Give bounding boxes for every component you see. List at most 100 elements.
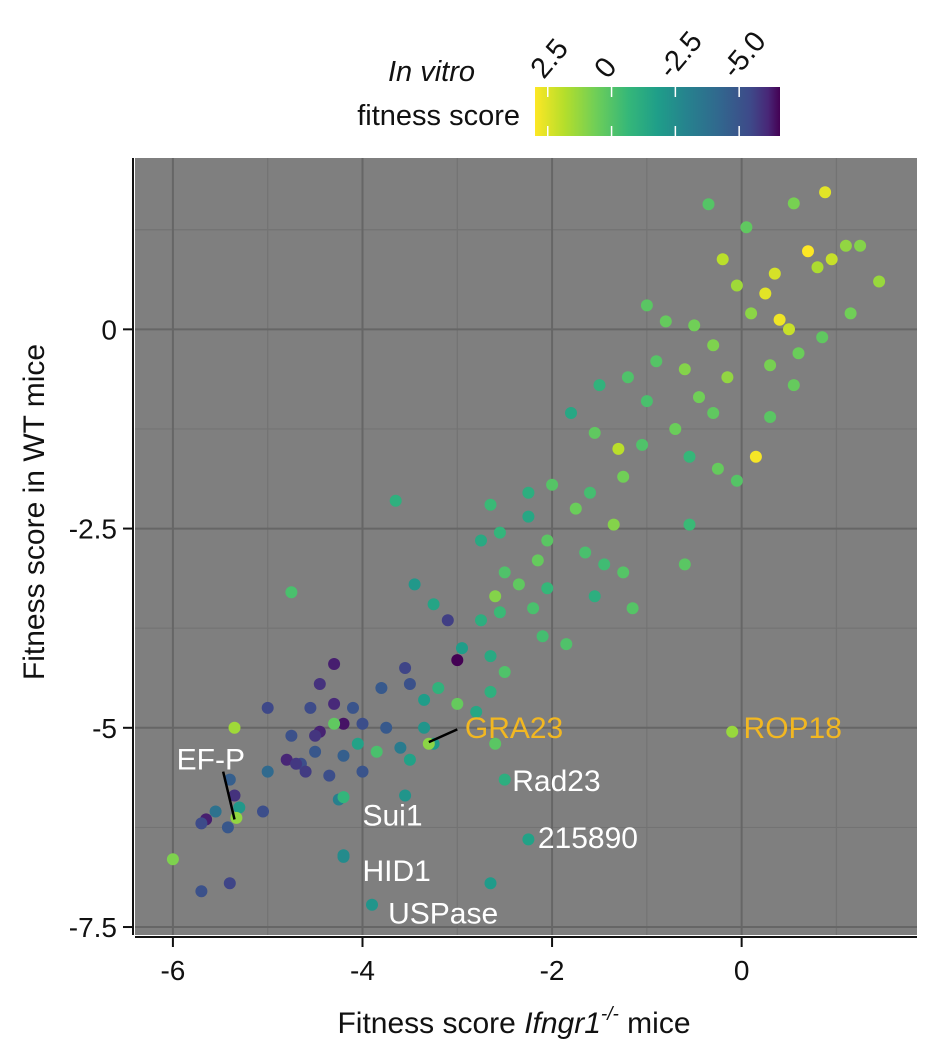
- annotation-label: USPase: [388, 897, 498, 930]
- data-point: [489, 737, 502, 750]
- y-tick-label: -2.5: [69, 514, 117, 545]
- data-point: [730, 279, 743, 292]
- data-point: [493, 526, 506, 539]
- data-point: [337, 791, 350, 804]
- data-point: [650, 355, 663, 368]
- data-point: [819, 186, 832, 199]
- data-point: [304, 701, 317, 714]
- data-point: [451, 654, 464, 667]
- colorbar-gradient: [535, 87, 780, 136]
- x-axis-title-superscript: -/-: [601, 1004, 619, 1025]
- data-point: [560, 638, 573, 651]
- data-point: [328, 697, 341, 710]
- data-point: [313, 678, 326, 690]
- colorbar-tick-label: -5.0: [716, 26, 773, 85]
- data-point: [730, 474, 743, 487]
- data-point: [456, 642, 468, 655]
- annotation-label: Rad23: [512, 765, 600, 798]
- x-tick-label: -4: [350, 955, 375, 986]
- data-point: [584, 486, 596, 499]
- data-point: [626, 602, 639, 615]
- data-point: [408, 578, 421, 591]
- data-point: [721, 371, 734, 384]
- data-point: [588, 590, 601, 603]
- plot-panel: [135, 158, 917, 935]
- data-point: [711, 462, 724, 475]
- data-point: [399, 662, 412, 674]
- data-point: [749, 450, 762, 463]
- data-point: [546, 478, 559, 491]
- data-point: [726, 725, 739, 738]
- annotation-label: EF-P: [177, 744, 245, 777]
- data-point: [522, 833, 535, 846]
- x-axis-title-gene: Ifngr1: [524, 1007, 601, 1040]
- data-point: [290, 757, 303, 770]
- data-point: [337, 850, 350, 863]
- data-point: [745, 307, 758, 320]
- data-point: [484, 877, 497, 890]
- data-point: [351, 737, 364, 750]
- data-point: [707, 339, 720, 352]
- data-point: [844, 307, 857, 320]
- x-axis-title-prefix: Fitness score: [337, 1007, 524, 1040]
- grid-major: [135, 158, 917, 935]
- annotation-label: Sui1: [362, 799, 422, 832]
- y-tick-label: 0: [101, 314, 117, 345]
- data-point: [787, 379, 800, 392]
- data-point: [498, 773, 511, 786]
- data-point: [688, 319, 701, 332]
- data-point: [541, 582, 554, 595]
- data-point: [839, 239, 852, 252]
- y-tick-label: -7.5: [69, 912, 117, 943]
- annotation-label: GRA23: [465, 712, 563, 745]
- data-point: [811, 261, 824, 274]
- colorbar-title-line1: In vitro: [388, 56, 475, 88]
- data-point: [773, 313, 786, 326]
- data-point: [309, 745, 322, 758]
- data-point: [366, 898, 378, 911]
- data-point: [299, 765, 312, 778]
- data-point: [759, 287, 772, 300]
- data-point: [441, 614, 454, 627]
- data-point: [598, 558, 611, 571]
- data-point: [764, 359, 777, 372]
- data-point: [280, 753, 293, 766]
- data-point: [522, 486, 535, 499]
- data-point: [825, 253, 838, 266]
- grid-minor: [135, 158, 917, 935]
- data-point: [484, 498, 497, 511]
- data-point: [394, 741, 407, 754]
- data-point: [636, 438, 649, 451]
- data-point: [356, 717, 369, 730]
- data-point: [678, 558, 691, 571]
- data-point: [470, 705, 483, 718]
- data-point: [475, 534, 487, 547]
- data-point: [427, 598, 440, 611]
- data-point: [418, 693, 431, 706]
- data-point: [617, 566, 630, 579]
- data-point: [228, 721, 241, 734]
- annotation-label: 215890: [538, 822, 638, 855]
- data-point: [195, 885, 208, 898]
- data-point: [403, 678, 416, 690]
- data-point: [693, 391, 705, 404]
- annotations-layer: GRA23 ROP18 EF-P Rad23 Sui1 215890 HID1 USPase: [177, 712, 842, 931]
- data-point: [678, 363, 691, 376]
- colorbar-legend: In vitro fitness score 2.5 0 -2.5 -5.0: [357, 26, 780, 136]
- data-point: [403, 753, 416, 766]
- annotation-label: ROP18: [744, 712, 842, 745]
- data-point: [285, 586, 298, 599]
- data-point: [328, 717, 341, 730]
- data-point: [593, 379, 606, 392]
- data-point: [489, 590, 502, 603]
- data-point: [209, 805, 222, 818]
- points-layer: [166, 186, 886, 911]
- data-point: [640, 299, 653, 312]
- data-point: [418, 721, 431, 734]
- data-point: [347, 701, 359, 714]
- data-point: [792, 347, 805, 360]
- data-point: [617, 470, 630, 483]
- data-point: [228, 789, 241, 802]
- data-point: [531, 554, 544, 567]
- data-point: [375, 682, 388, 694]
